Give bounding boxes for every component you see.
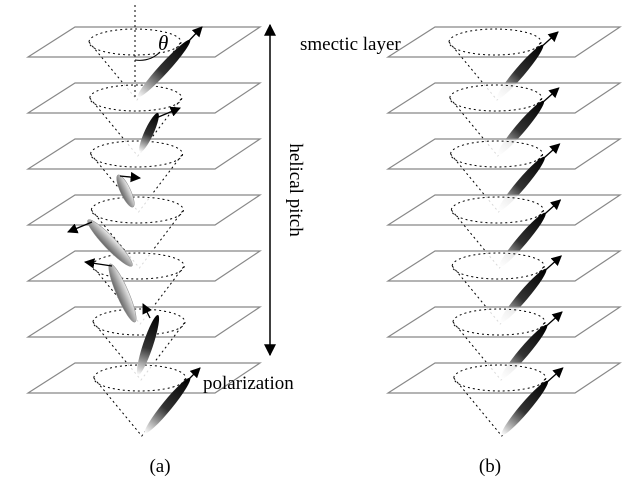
smectic-plane bbox=[385, 362, 622, 394]
smectic-plane bbox=[25, 194, 262, 226]
smectic-layer-label: smectic layer bbox=[300, 34, 401, 55]
polarization-arrow bbox=[538, 31, 559, 50]
molecule bbox=[137, 39, 191, 98]
cone-rim bbox=[448, 28, 542, 56]
layer-stacks bbox=[25, 26, 622, 437]
smectic-plane bbox=[25, 306, 262, 338]
panel-b-label: (b) bbox=[479, 456, 501, 477]
cone-side bbox=[93, 377, 187, 437]
cone-rim bbox=[451, 252, 545, 280]
molecule bbox=[136, 314, 160, 376]
cone-rim bbox=[88, 28, 182, 56]
polarization-arrow bbox=[539, 87, 560, 106]
smectic-plane bbox=[25, 250, 262, 282]
molecule bbox=[144, 377, 191, 434]
helical-pitch-label: helical pitch bbox=[285, 143, 306, 237]
molecule bbox=[116, 174, 135, 208]
cone-rim bbox=[450, 196, 544, 224]
molecule bbox=[87, 219, 133, 267]
cone-rim bbox=[450, 140, 544, 168]
smectic-plane bbox=[25, 362, 262, 394]
cone-rim bbox=[89, 84, 183, 112]
smectic-plane bbox=[385, 82, 622, 114]
smectic-plane bbox=[385, 250, 622, 282]
polarization-arrow bbox=[184, 26, 203, 46]
polarization-arrow bbox=[540, 199, 562, 218]
molecule bbox=[501, 380, 549, 436]
polarization-arrow bbox=[155, 106, 181, 119]
polarization-arrow bbox=[83, 258, 113, 269]
polarization-arrow bbox=[67, 221, 93, 234]
cone-rim bbox=[452, 308, 546, 336]
cone-rim bbox=[90, 140, 184, 168]
cone-rim bbox=[92, 308, 186, 336]
molecule bbox=[139, 112, 159, 153]
theta-label: θ bbox=[158, 31, 168, 55]
panel-a-label: (a) bbox=[149, 456, 170, 477]
smectic-plane bbox=[25, 82, 262, 114]
smectic-plane bbox=[25, 26, 262, 58]
polarization-arrow bbox=[541, 255, 562, 274]
smectic-plane bbox=[385, 306, 622, 338]
polarization-arrow bbox=[542, 311, 563, 330]
cone-rim bbox=[90, 196, 184, 224]
polarization-arrow bbox=[119, 171, 142, 183]
cone-rim bbox=[449, 84, 543, 112]
smectic-plane bbox=[385, 138, 622, 170]
angle-arc bbox=[134, 51, 161, 61]
polarization-arrow bbox=[142, 303, 152, 319]
cone-rim bbox=[93, 364, 187, 392]
cone-rim bbox=[91, 252, 185, 280]
polarization-label: polarization bbox=[203, 373, 294, 394]
smectic-plane bbox=[25, 138, 262, 170]
smectic-plane bbox=[385, 194, 622, 226]
cone-side bbox=[453, 377, 547, 437]
polarization-arrow bbox=[543, 367, 564, 386]
smectic-plane bbox=[385, 26, 622, 58]
polarization-arrow bbox=[184, 367, 201, 384]
polarization-arrow bbox=[540, 143, 561, 162]
molecule bbox=[108, 263, 137, 323]
cone-rim bbox=[453, 364, 547, 392]
